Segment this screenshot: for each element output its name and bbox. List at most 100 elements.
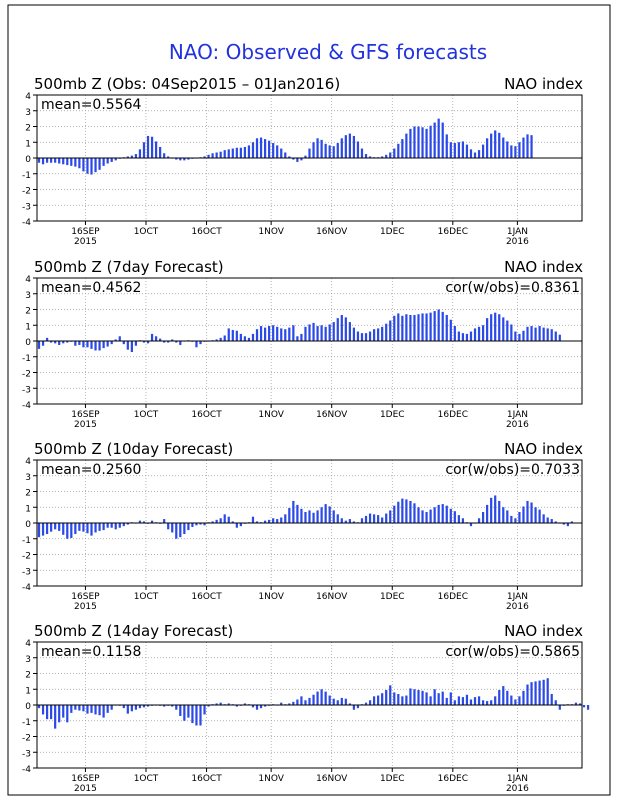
figure-border — [7, 4, 611, 796]
bar — [37, 158, 41, 163]
bar — [146, 705, 150, 707]
bar — [340, 697, 343, 705]
bar — [50, 523, 53, 532]
bar — [320, 689, 323, 705]
bar — [312, 694, 315, 705]
bar — [328, 695, 331, 705]
bar — [175, 523, 178, 539]
bar — [522, 137, 525, 158]
bar — [304, 155, 307, 158]
bar — [457, 142, 460, 158]
bar — [469, 699, 473, 705]
bar — [203, 523, 206, 526]
x-tick-label: 16DEC — [438, 774, 468, 784]
bar — [409, 315, 412, 341]
bar — [150, 520, 154, 523]
bar — [102, 341, 105, 349]
bar — [530, 135, 533, 158]
bar — [62, 158, 65, 165]
bar — [171, 705, 174, 707]
bar — [340, 138, 343, 158]
bar — [150, 333, 154, 341]
chart-panel-2: 500mb Z (7day Forecast) NAO index -4 -3 -2 -1… — [22, 258, 583, 430]
bar — [490, 314, 493, 341]
bar — [150, 136, 154, 158]
bar — [372, 329, 376, 341]
bar — [300, 158, 303, 161]
bar — [183, 523, 186, 535]
bar — [292, 500, 295, 523]
bar — [360, 148, 364, 158]
bar — [490, 497, 493, 523]
bar — [163, 705, 166, 707]
bar — [37, 705, 41, 709]
bar — [199, 705, 202, 726]
bar — [530, 326, 533, 341]
y-tick-label: 0 — [25, 155, 31, 165]
bar — [288, 508, 291, 523]
x-tick-label: 16NOV — [316, 774, 348, 784]
bar — [425, 692, 428, 705]
panel-title: 500mb Z (14day Forecast) — [34, 622, 233, 640]
x-tick-label: 2015 — [74, 602, 97, 612]
bar — [372, 696, 376, 705]
bar — [332, 698, 335, 705]
x-tick-label: 1OCT — [134, 410, 159, 420]
bar — [255, 521, 259, 523]
panel-title: 500mb Z (10day Forecast) — [34, 440, 233, 458]
bar — [558, 334, 561, 341]
bar — [389, 510, 392, 523]
bar — [344, 317, 347, 342]
bar — [437, 118, 440, 159]
bar — [356, 141, 360, 158]
bar — [110, 705, 113, 710]
y-tick-label: -3 — [22, 749, 31, 759]
bar — [352, 521, 356, 523]
bar — [167, 523, 170, 530]
bar — [82, 523, 85, 532]
bar — [118, 523, 121, 528]
bar — [203, 156, 206, 158]
bar — [114, 523, 117, 530]
bar — [449, 508, 452, 523]
bar — [445, 134, 448, 159]
y-tick-label: 1 — [25, 139, 31, 149]
bar — [437, 309, 440, 341]
bar — [558, 705, 561, 710]
bar — [106, 705, 109, 713]
bar — [385, 154, 388, 158]
bar — [268, 326, 271, 341]
bar — [263, 520, 267, 523]
bar — [94, 158, 97, 173]
bar — [86, 523, 89, 534]
bar — [364, 333, 368, 342]
y-tick-label: 3 — [25, 291, 31, 301]
bar — [167, 156, 170, 158]
bar — [82, 705, 85, 712]
bar — [473, 152, 477, 158]
y-tick-label: -4 — [22, 765, 31, 775]
bar — [538, 680, 541, 705]
x-tick-label: 16SEP — [71, 227, 100, 237]
bar — [138, 705, 142, 709]
bar — [498, 690, 501, 705]
bar — [381, 156, 384, 158]
bar — [433, 689, 436, 705]
bar — [239, 333, 242, 341]
bar — [167, 341, 170, 343]
bar — [566, 523, 569, 527]
bar — [401, 315, 404, 341]
bar — [534, 507, 537, 523]
bar — [134, 154, 138, 158]
bar — [142, 341, 146, 343]
bar — [74, 341, 77, 346]
bar — [86, 705, 89, 714]
bar — [486, 701, 489, 705]
x-tick-label: 1NOV — [258, 410, 284, 420]
bar — [50, 341, 53, 343]
bar — [453, 143, 456, 158]
y-tick-label: -2 — [22, 187, 31, 197]
bar — [385, 323, 388, 341]
bar — [320, 507, 323, 523]
bar — [130, 705, 133, 712]
